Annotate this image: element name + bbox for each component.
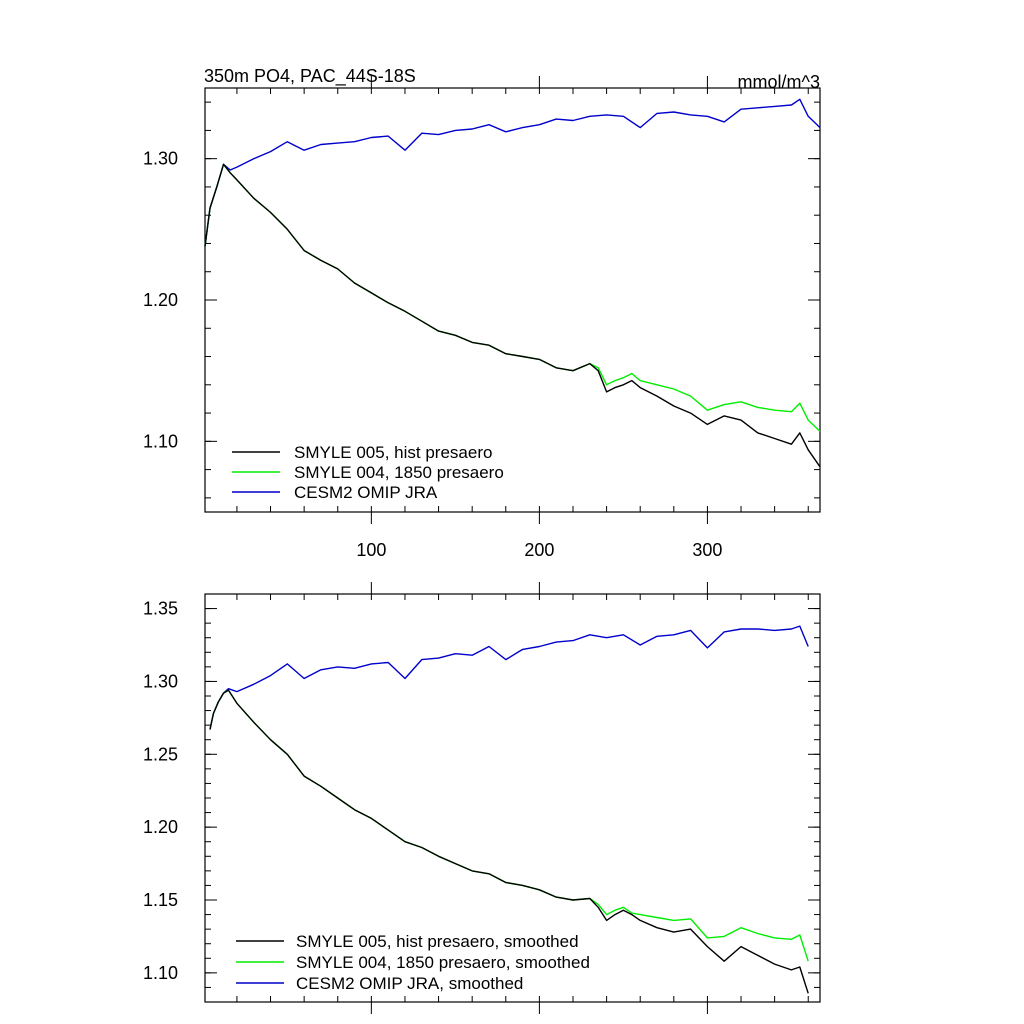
y-tick-label: 1.30 — [143, 671, 178, 691]
y-tick-label: 1.25 — [143, 744, 178, 764]
y-tick-label: 1.30 — [143, 149, 178, 169]
series-line-0 — [209, 689, 809, 994]
y-tick-label: 1.15 — [143, 890, 178, 910]
top-panel-title: 350m PO4, PAC_44S-18S — [204, 66, 416, 87]
legend-label-1: SMYLE 004, 1850 presaero — [294, 463, 504, 482]
x-tick-label: 200 — [524, 540, 554, 560]
x-tick-label: 100 — [356, 540, 386, 560]
y-tick-label: 1.10 — [143, 431, 178, 451]
top-panel-units: mmol/m^3 — [738, 72, 820, 92]
series-line-0 — [204, 163, 821, 468]
legend-label-0: SMYLE 005, hist presaero — [294, 443, 492, 462]
y-tick-label: 1.35 — [143, 599, 178, 619]
legend-label-0: SMYLE 005, hist presaero, smoothed — [296, 932, 579, 951]
top-panel: 350m PO4, PAC_44S-18S mmol/m^3 1.10 1.20 1… — [143, 66, 821, 560]
y-tick-label: 1.20 — [143, 290, 178, 310]
legend-label-2: CESM2 OMIP JRA, smoothed — [296, 974, 523, 993]
legend-label-2: CESM2 OMIP JRA — [294, 483, 438, 502]
series-line-1 — [209, 689, 809, 962]
series-line-1 — [204, 163, 821, 432]
x-tick-label: 300 — [692, 540, 722, 560]
legend-label-1: SMYLE 004, 1850 presaero, smoothed — [296, 953, 590, 972]
y-tick-label: 1.20 — [143, 817, 178, 837]
series-line-2 — [209, 625, 809, 730]
bottom-panel: 1.10 1.15 1.20 1.25 1.30 1.35 SMYLE 005, hist … — [143, 582, 821, 1014]
series-line-2 — [204, 98, 821, 247]
y-tick-label: 1.10 — [143, 963, 178, 983]
